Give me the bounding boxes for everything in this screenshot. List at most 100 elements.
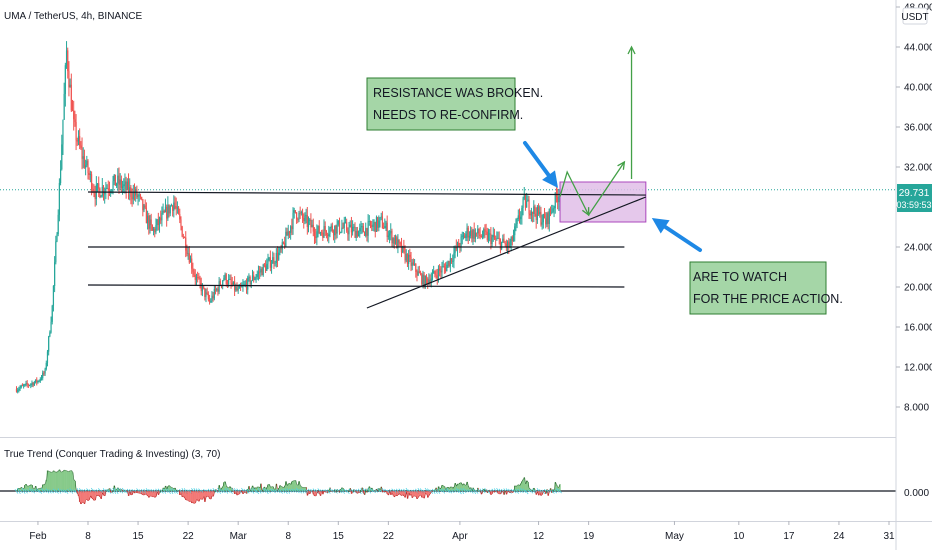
indicator-signal-mark <box>260 489 264 493</box>
candle-body <box>433 270 435 274</box>
indicator-line-segment <box>178 490 181 496</box>
indicator-line-segment <box>315 493 318 497</box>
candle-body <box>510 236 512 246</box>
candle-body <box>384 226 386 229</box>
indicator-line-segment <box>543 490 545 492</box>
candle-body <box>532 211 534 214</box>
indicator-line-segment <box>287 483 289 486</box>
time-axis[interactable]: Feb 8 15 22 Mar 8 15 22 Apr 12 19 May 10 17 24 31 <box>29 521 895 542</box>
indicator-signal-mark <box>157 488 162 493</box>
indicator-line-segment <box>362 487 364 493</box>
indicator-signal-mark <box>43 489 47 493</box>
candle-body <box>492 234 494 238</box>
indicator-line-segment <box>321 491 324 495</box>
indicator-line-segment <box>449 486 451 489</box>
indicator-line-segment <box>301 486 303 488</box>
indicator-line-segment <box>452 486 455 489</box>
indicator-line-segment <box>417 497 419 500</box>
candle-body <box>441 266 443 273</box>
indicator-line-segment <box>292 480 294 482</box>
indicator-line-segment <box>240 490 242 493</box>
indicator-line-segment <box>58 469 60 472</box>
candle-body <box>292 212 294 230</box>
indicator-signal-mark <box>524 489 529 495</box>
indicator-line-segment <box>415 496 418 499</box>
zone-callout-arrow-head <box>651 218 670 234</box>
candle-body <box>462 235 465 237</box>
indicator-line-segment <box>134 491 136 494</box>
candle-body <box>77 136 80 142</box>
candle-body <box>238 285 240 289</box>
candle-body <box>161 213 163 221</box>
candle-body <box>83 156 86 168</box>
projection-path[interactable] <box>559 161 625 217</box>
candle-body <box>346 222 348 231</box>
indicator-line-segment <box>299 481 301 486</box>
watch-zone-box[interactable] <box>559 181 647 223</box>
candle-body <box>138 194 140 196</box>
candle-body <box>34 379 37 383</box>
candle-body <box>388 233 391 236</box>
candle-body <box>318 225 320 234</box>
candle-body <box>380 216 382 218</box>
candle-body <box>98 183 100 189</box>
indicator-line-segment <box>494 490 496 493</box>
candle-body <box>415 263 417 272</box>
candle-body <box>28 385 31 386</box>
candle-body <box>479 234 481 236</box>
indicator-line-segment <box>512 491 514 493</box>
indicator-line-segment <box>508 491 511 493</box>
indicator-line-segment <box>128 491 131 496</box>
candle-body <box>455 246 457 250</box>
candle-body <box>191 258 193 269</box>
candle-body <box>274 262 276 264</box>
indicator-signal-mark <box>36 488 40 493</box>
indicator-line-segment <box>283 485 285 488</box>
candle-body <box>15 389 18 392</box>
indicator-line-segment <box>255 487 257 489</box>
support-line-lower[interactable] <box>87 284 625 288</box>
indicator-line-segment <box>57 470 59 473</box>
indicator-line-segment <box>263 486 265 489</box>
indicator-line-segment <box>225 481 227 486</box>
indicator-line-segment <box>313 494 315 497</box>
candle-body <box>67 50 69 72</box>
indicator-line-segment <box>289 483 291 485</box>
candle-body <box>466 227 468 235</box>
indicator-line-segment <box>61 471 64 473</box>
candle-body <box>104 191 106 195</box>
indicator-line-segment <box>247 486 250 490</box>
indicator-line-segment <box>63 469 65 472</box>
indicator-signal-mark <box>40 488 45 494</box>
currency-badge: USDT <box>901 7 929 25</box>
indicator-line-segment <box>184 497 187 500</box>
indicator-line-segment <box>166 486 169 490</box>
candle-body <box>375 217 378 232</box>
candle-body <box>61 144 63 170</box>
candle-body <box>350 224 353 233</box>
indicator-signal-mark <box>121 487 126 493</box>
candle-body <box>133 191 136 196</box>
indicator-signal-mark <box>443 488 448 493</box>
candle-body <box>473 229 475 239</box>
indicator-line-segment <box>423 496 425 499</box>
candle-body <box>293 210 295 213</box>
candle-body <box>195 277 198 280</box>
candle-body <box>38 380 40 382</box>
resistance-line[interactable] <box>87 191 646 196</box>
indicator-line-segment <box>224 481 226 483</box>
indicator-signal-mark <box>28 488 33 493</box>
indicator-line-segment <box>295 480 297 485</box>
indicator-line-segment <box>266 484 269 488</box>
candle-body <box>58 182 60 215</box>
time-tick-label: 15 <box>333 531 345 542</box>
indicator-line-segment <box>312 490 314 495</box>
candle-body <box>57 214 59 235</box>
indicator-line-segment <box>401 494 403 496</box>
candle-body <box>458 242 460 247</box>
indicator-line-segment <box>424 493 426 499</box>
candle-body <box>152 228 155 231</box>
candle-body <box>25 383 27 385</box>
rising-trendline[interactable] <box>366 196 647 309</box>
